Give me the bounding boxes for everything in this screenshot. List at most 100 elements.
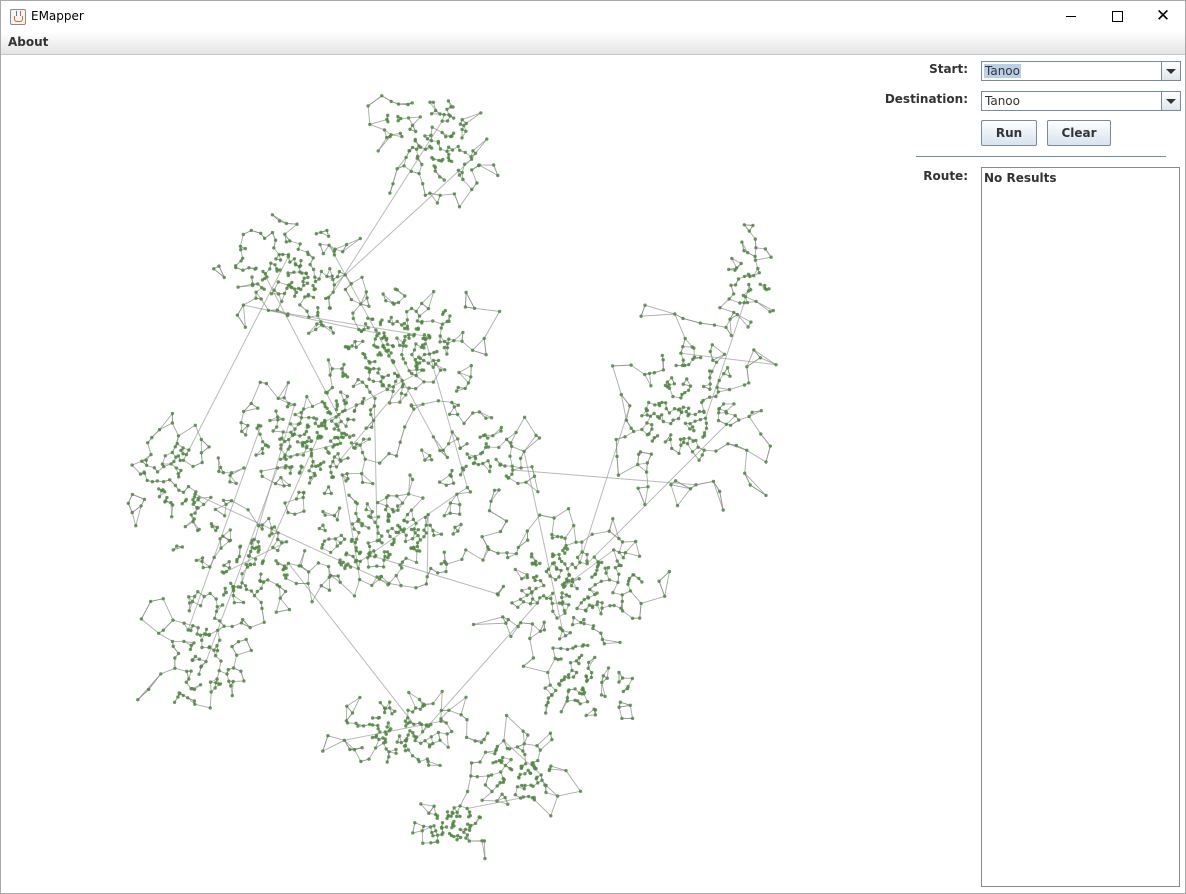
city-node [367, 370, 372, 374]
road-edge [389, 401, 400, 404]
road-edge [345, 289, 352, 300]
city-node [388, 401, 392, 405]
close-button[interactable]: ✕ [1140, 1, 1186, 31]
city-node [360, 275, 364, 279]
road-edge [539, 514, 555, 519]
city-node [391, 322, 395, 326]
road-edge [446, 558, 463, 565]
city-node [388, 191, 392, 195]
road-edge [388, 582, 402, 587]
city-node [293, 294, 297, 298]
city-node [438, 334, 442, 338]
city-node [286, 312, 290, 316]
city-node [414, 342, 418, 346]
road-edge [606, 667, 609, 679]
road-edge [573, 525, 577, 543]
road-edge [523, 437, 540, 452]
city-node [431, 380, 436, 384]
city-node [376, 149, 380, 153]
road-edge [500, 520, 507, 532]
road-edge [141, 454, 152, 462]
road-edge [748, 416, 762, 435]
road-edge [508, 477, 519, 484]
road-edge [536, 732, 551, 747]
city-node [406, 102, 410, 107]
city-node [454, 389, 459, 393]
road-edge [443, 502, 451, 516]
city-node [395, 373, 400, 377]
road-edge [644, 304, 675, 315]
maximize-button[interactable] [1094, 1, 1140, 31]
road-edge [461, 340, 473, 351]
city-node [385, 387, 389, 392]
city-node [289, 285, 293, 289]
road-edge [359, 438, 370, 446]
road-edge [374, 556, 498, 595]
road-edge [147, 442, 152, 455]
road-edge [635, 541, 641, 557]
city-node [432, 164, 436, 168]
city-node [392, 371, 397, 376]
road-edge [429, 192, 441, 196]
menu-about[interactable]: About [8, 35, 49, 49]
road-edge [481, 536, 489, 548]
city-node [371, 418, 376, 423]
road-edge [498, 438, 507, 448]
city-node [236, 285, 240, 289]
road-edge [483, 338, 487, 355]
city-node [393, 287, 397, 291]
city-node [485, 137, 489, 141]
city-node [431, 319, 435, 323]
city-node [269, 292, 274, 296]
city-node [473, 151, 478, 155]
city-node [316, 306, 320, 310]
city-node [410, 145, 415, 150]
city-node [332, 283, 336, 287]
road-edge [411, 497, 424, 511]
city-node [325, 274, 329, 279]
road-edge [521, 466, 533, 469]
city-node [326, 234, 331, 238]
road-edge [485, 750, 496, 753]
map-graph[interactable] [1, 55, 901, 893]
city-node [417, 171, 421, 176]
city-node [420, 321, 424, 325]
city-node [285, 286, 289, 290]
city-node [410, 101, 414, 105]
road-edge [215, 509, 225, 517]
city-node [254, 296, 258, 300]
city-node [420, 368, 424, 372]
road-edge [490, 489, 500, 502]
city-node [410, 371, 414, 376]
city-node [311, 295, 316, 300]
road-edge [131, 512, 137, 526]
city-node [324, 296, 328, 301]
city-node [301, 283, 306, 288]
road-edge [240, 671, 245, 682]
city-node [403, 326, 407, 331]
city-node [460, 117, 464, 122]
city-node [401, 357, 405, 361]
city-node [464, 129, 468, 133]
road-edge [237, 304, 244, 316]
road-edge [529, 630, 541, 639]
city-node [414, 327, 418, 331]
minimize-button[interactable] [1048, 1, 1094, 31]
road-edge [159, 413, 173, 430]
road-edge [360, 493, 458, 562]
road-edge [532, 623, 541, 632]
road-edge [351, 299, 361, 305]
city-node [280, 299, 284, 304]
city-node [442, 178, 446, 182]
city-node [243, 325, 248, 329]
road-edge [162, 619, 174, 631]
road-edge [446, 733, 449, 748]
road-edge [237, 314, 246, 328]
road-edge [715, 443, 729, 452]
city-node [239, 248, 243, 252]
road-edge [620, 701, 631, 706]
road-edge [625, 552, 640, 557]
road-edge [408, 475, 411, 495]
city-node [368, 390, 372, 394]
road-edge [261, 467, 278, 472]
